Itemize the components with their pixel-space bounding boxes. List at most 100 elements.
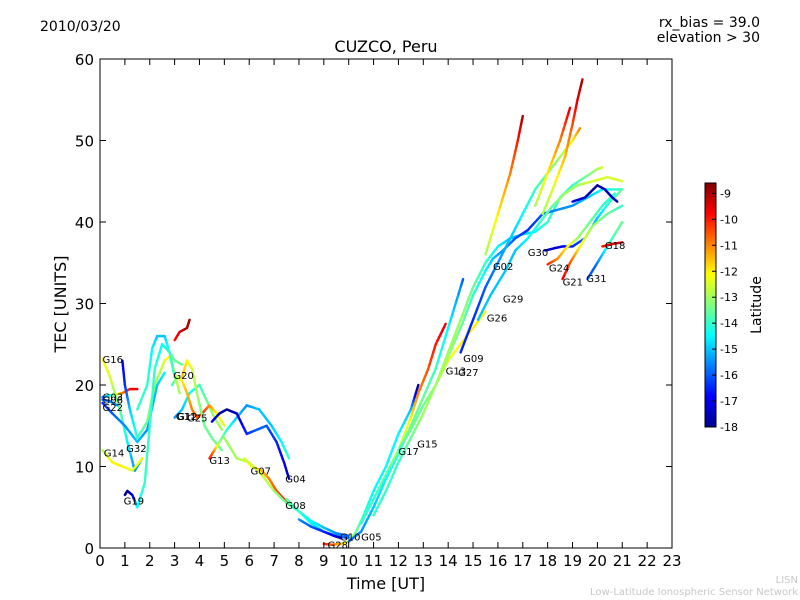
series-hi-blue bbox=[571, 184, 619, 203]
satellite-label: G06 bbox=[102, 396, 122, 407]
data-segment bbox=[139, 457, 144, 462]
y-tick-label: 0 bbox=[84, 540, 94, 558]
data-segment bbox=[152, 391, 157, 402]
series-g32 bbox=[121, 355, 181, 440]
satellite-label: G17 bbox=[398, 447, 418, 458]
chart-title: CUZCO, Peru bbox=[334, 37, 437, 56]
x-tick-label: 9 bbox=[319, 552, 329, 570]
data-segment bbox=[147, 424, 151, 437]
data-segment bbox=[567, 106, 572, 115]
x-tick-label: 23 bbox=[662, 552, 681, 570]
colorbar-tick-label: -14 bbox=[720, 317, 738, 330]
y-tick-label: 50 bbox=[75, 133, 94, 151]
series-g28 bbox=[285, 497, 350, 537]
series-g18 bbox=[173, 318, 191, 342]
data-segment bbox=[219, 426, 224, 432]
data-segment bbox=[162, 371, 166, 377]
data-segment bbox=[150, 396, 154, 408]
satellite-label: G03 bbox=[102, 392, 122, 403]
series-g04 bbox=[210, 408, 291, 480]
colorbar bbox=[704, 182, 717, 428]
data-segment bbox=[179, 362, 184, 366]
series-g18b bbox=[601, 241, 624, 248]
data-segment bbox=[442, 322, 447, 329]
data-segment bbox=[482, 310, 487, 316]
series-g06 bbox=[101, 398, 119, 407]
x-tick-label: 17 bbox=[513, 552, 532, 570]
x-tick-label: 21 bbox=[613, 552, 632, 570]
data-segment bbox=[151, 377, 156, 389]
x-axis-ticks: 0 1 2 3 4 5 6 7 8 9 10 11 12 13 14 15 16 17 18 19 20 21 22 23 bbox=[95, 59, 682, 570]
y-tick-label: 30 bbox=[75, 296, 94, 314]
y-tick-label: 60 bbox=[75, 51, 94, 69]
satellite-label: G26 bbox=[487, 313, 507, 324]
satellite-label: G07 bbox=[250, 467, 270, 478]
series-top3 bbox=[541, 78, 584, 216]
y-tick-label: 10 bbox=[75, 459, 94, 477]
data-segment bbox=[177, 388, 181, 395]
y-axis-label: TEC [UNITS] bbox=[51, 256, 70, 354]
y-tick-label: 20 bbox=[75, 377, 94, 395]
data-segment bbox=[415, 383, 420, 391]
x-tick-label: 22 bbox=[638, 552, 657, 570]
satellite-label: G27 bbox=[458, 368, 478, 379]
watermark-lisn: LISN bbox=[775, 575, 798, 586]
rx-bias: rx_bias = 39.0 bbox=[659, 15, 760, 31]
satellite-label: G04 bbox=[285, 475, 305, 486]
satellite-label: G32 bbox=[126, 444, 146, 455]
x-tick-label: 13 bbox=[414, 552, 433, 570]
series-g21 bbox=[561, 204, 624, 281]
series-g17 bbox=[359, 322, 447, 525]
x-tick-label: 12 bbox=[389, 552, 408, 570]
satellite-label: G21 bbox=[563, 277, 583, 288]
satellite-label: G31 bbox=[586, 274, 606, 285]
x-tick-label: 2 bbox=[145, 552, 155, 570]
data-segment bbox=[114, 403, 119, 407]
series-g29 bbox=[476, 175, 624, 321]
colorbar-label: Latitude bbox=[749, 276, 765, 334]
data-segment bbox=[172, 371, 176, 379]
data-segment bbox=[152, 367, 156, 380]
x-tick-label: 14 bbox=[439, 552, 458, 570]
x-tick-label: 15 bbox=[463, 552, 482, 570]
data-segment bbox=[145, 453, 149, 465]
x-tick-label: 16 bbox=[488, 552, 507, 570]
x-tick-label: 19 bbox=[563, 552, 582, 570]
x-tick-label: 18 bbox=[538, 552, 557, 570]
series-g31 bbox=[586, 220, 624, 281]
satellite-label: G13 bbox=[446, 366, 466, 377]
data-segment bbox=[146, 434, 151, 446]
elevation-filter: elevation > 30 bbox=[657, 30, 760, 46]
series-g15 bbox=[347, 277, 465, 543]
series-g25 bbox=[170, 375, 226, 427]
x-tick-label: 3 bbox=[170, 552, 180, 570]
satellite-label: G30 bbox=[528, 248, 548, 259]
series-g14 bbox=[101, 449, 144, 472]
watermark-network: Low-Latitude Ionospheric Sensor Network bbox=[590, 587, 798, 598]
data-segment bbox=[154, 383, 159, 394]
series-top2 bbox=[534, 106, 572, 207]
series-g10 bbox=[297, 518, 343, 540]
satellite-label: G25 bbox=[187, 414, 207, 425]
colorbar-tick-label: -18 bbox=[720, 421, 738, 434]
chart-date: 2010/03/20 bbox=[40, 19, 121, 35]
colorbar-tick-label: -10 bbox=[720, 213, 738, 226]
x-tick-label: 6 bbox=[244, 552, 254, 570]
data-segment bbox=[618, 204, 624, 209]
satellite-label: G08 bbox=[285, 501, 305, 512]
satellite-label: G16 bbox=[102, 355, 122, 366]
data-segment bbox=[143, 472, 147, 484]
satellite-label: G14 bbox=[104, 449, 124, 460]
data-series bbox=[101, 78, 624, 546]
satellite-label: G24 bbox=[549, 264, 569, 275]
satellite-label: G28 bbox=[328, 541, 348, 552]
series-g24 bbox=[546, 192, 616, 266]
satellite-label: G15 bbox=[417, 440, 437, 451]
data-segment bbox=[149, 405, 153, 418]
data-segment bbox=[618, 179, 624, 183]
data-segment bbox=[520, 114, 524, 122]
data-segment bbox=[148, 415, 152, 427]
x-tick-label: 1 bbox=[120, 552, 130, 570]
satellite-label: G18 bbox=[605, 241, 625, 252]
